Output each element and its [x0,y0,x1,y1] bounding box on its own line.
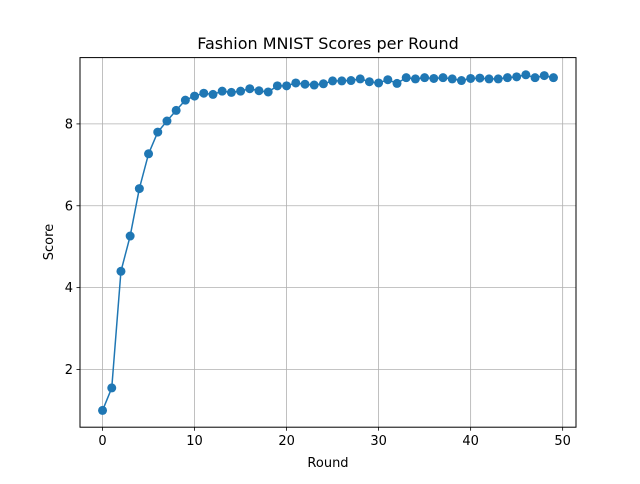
data-point [493,74,503,84]
chart-title: Fashion MNIST Scores per Round [197,34,459,53]
data-point [171,105,181,115]
data-point [199,88,209,98]
data-point [300,79,310,89]
data-point [364,77,374,87]
data-point [291,78,301,88]
series-line [101,74,554,411]
data-point [98,405,108,415]
data-point [153,127,163,137]
data-point [125,231,135,241]
x-tick-label: 50 [554,434,571,449]
data-point [346,76,356,86]
data-point [282,81,292,91]
data-point [328,76,338,86]
data-point [245,84,255,94]
data-point [180,95,190,105]
y-tick-label: 8 [65,117,73,132]
data-point [392,78,402,88]
data-point [420,73,430,83]
data-point [263,87,273,97]
data-point [337,76,347,86]
data-point [401,73,411,83]
data-point [116,266,126,276]
plot-frame [79,57,577,428]
data-point [539,71,549,81]
data-point [208,89,218,99]
x-tick-label: 40 [462,434,479,449]
data-point [475,73,485,83]
x-axis-ticks: 0 10 20 30 40 50 [98,427,571,449]
data-point [548,73,558,83]
x-tick-label: 20 [278,434,295,449]
data-point [484,74,494,84]
x-axis-label: Round [307,456,348,471]
data-point [162,116,172,126]
data-point [429,73,439,83]
data-point [512,72,522,82]
data-point [134,184,144,194]
data-point [502,73,512,83]
data-point [144,149,154,159]
data-point [318,79,328,89]
data-point [107,383,117,393]
data-point [309,80,319,90]
data-point [456,76,466,86]
data-point [254,86,264,96]
data-point [236,86,246,96]
data-point [272,81,282,91]
y-tick-label: 2 [65,363,73,378]
y-tick-label: 4 [65,281,73,296]
series-layer [98,70,558,415]
data-point [226,87,236,97]
data-point [355,74,365,84]
data-point [190,91,200,101]
data-point [217,86,227,96]
y-tick-label: 6 [65,199,73,214]
x-tick-label: 30 [370,434,387,449]
data-point [410,74,420,84]
data-point [438,73,448,83]
data-point [374,78,384,88]
data-point [466,73,476,83]
grid [80,57,576,428]
y-axis-ticks: 2 4 6 8 [65,117,80,378]
x-tick-label: 10 [186,434,203,449]
data-point [530,73,540,83]
x-tick-label: 0 [98,434,106,449]
y-axis-label: Score [42,224,57,260]
data-point [447,74,457,84]
data-point [383,75,393,85]
data-point [521,70,531,80]
